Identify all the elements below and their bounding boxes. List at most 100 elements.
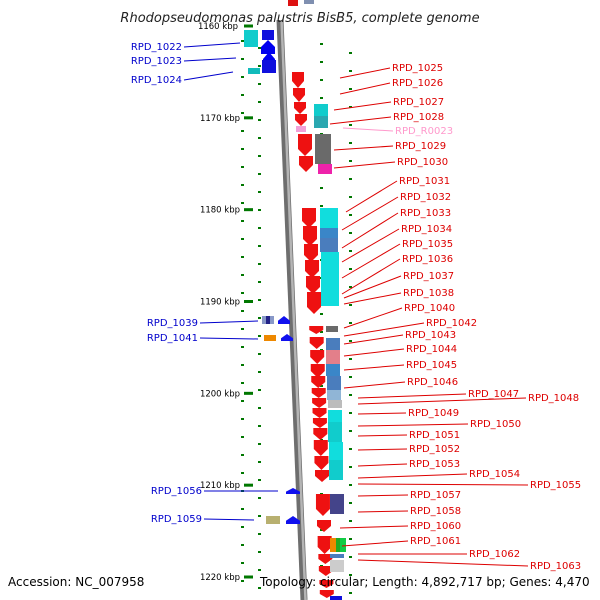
grid-dot: [349, 196, 352, 198]
right-gene-label: RPD_1034: [401, 224, 452, 235]
left-leader-line: [183, 71, 234, 81]
gene-feature: [321, 252, 339, 264]
right-gene-label: RPD_1026: [392, 78, 443, 89]
right-gene-label: RPD_1048: [528, 393, 579, 404]
gene-feature: [281, 334, 293, 341]
gene-feature: [307, 292, 321, 314]
gene-feature: [320, 238, 338, 252]
scale-tick: [244, 483, 253, 487]
gene-feature: [305, 260, 319, 278]
grid-dot: [241, 94, 244, 96]
gene-feature: [327, 376, 341, 390]
grid-dot: [241, 220, 244, 222]
right-gene-label: RPD_R0023: [395, 126, 453, 137]
grid-dot: [349, 574, 352, 576]
right-gene-label: RPD_1028: [393, 112, 444, 123]
right-leader-line: [341, 196, 399, 231]
grid-dot: [349, 124, 352, 126]
right-gene-label: RPD_1030: [397, 157, 448, 168]
grid-dot: [258, 245, 261, 247]
gene-feature: [293, 88, 305, 102]
gene-feature: [314, 116, 328, 128]
grid-dot: [349, 286, 352, 288]
right-gene-label: RPD_1033: [400, 208, 451, 219]
right-leader-line: [343, 381, 406, 389]
gene-feature: [303, 226, 317, 246]
grid-dot: [258, 389, 261, 391]
genome-summary-text: Topology: circular; Length: 4,892,717 bp…: [259, 575, 590, 589]
grid-dot: [258, 299, 261, 301]
gene-feature: [261, 40, 275, 54]
right-leader-line: [341, 258, 401, 295]
gene-feature: [340, 538, 346, 552]
right-gene-label: RPD_1058: [410, 506, 461, 517]
right-gene-label: RPD_1046: [407, 377, 458, 388]
grid-dot: [241, 238, 244, 240]
right-leader-line: [333, 161, 396, 169]
scale-ticks: 1160 kbp 1170 kbp 1180 kbp 1190 kbp 1200 kbp…: [198, 22, 253, 583]
right-leader-line: [357, 494, 409, 497]
grid-dot: [349, 268, 352, 270]
right-leader-line: [341, 540, 409, 547]
right-leader-line: [341, 228, 400, 263]
grid-dot: [241, 256, 244, 258]
grid-dot: [241, 562, 244, 564]
right-leader-line: [343, 275, 402, 299]
right-leader-line: [333, 145, 394, 151]
right-leader-line: [357, 483, 529, 486]
position-dot-grid: [241, 40, 352, 594]
grid-dot: [320, 61, 323, 63]
grid-dot: [349, 484, 352, 486]
grid-dot: [349, 214, 352, 216]
gene-feature: [330, 560, 344, 572]
gene-feature: [244, 30, 258, 47]
left-leader-line: [199, 337, 259, 340]
gene-feature: [309, 326, 324, 334]
left-gene-label: RPD_1041: [147, 333, 198, 344]
gene-feature: [286, 488, 300, 494]
grid-dot: [320, 97, 323, 99]
gene-feature: [294, 102, 306, 114]
gene-feature: [295, 114, 307, 126]
gene-feature: [318, 554, 333, 564]
right-leader-line: [343, 292, 402, 305]
gene-feature: [262, 68, 276, 73]
right-leader-line: [357, 559, 529, 567]
grid-dot: [258, 407, 261, 409]
grid-dot: [241, 400, 244, 402]
gene-feature: [262, 30, 274, 40]
gene-feature: [327, 390, 341, 400]
gene-feature: [311, 376, 326, 388]
gene-feature: [320, 208, 338, 228]
gene-feature: [248, 68, 260, 74]
grid-dot: [320, 313, 323, 315]
grid-dot: [241, 328, 244, 330]
gene-feature: [330, 554, 344, 558]
gene-feature: [315, 494, 330, 516]
gene-feature: [310, 350, 325, 364]
right-leader-line: [343, 334, 404, 345]
scale-tick-label: 1170 kbp: [200, 114, 240, 124]
grid-dot: [258, 425, 261, 427]
right-leader-line: [341, 212, 399, 249]
left-leader-line: [183, 42, 241, 48]
right-gene-label: RPD_1061: [410, 536, 461, 547]
right-gene-label: RPD_1044: [406, 344, 457, 355]
gene-feature: [315, 134, 331, 164]
chromosome-backbone: [276, 19, 308, 600]
gene-feature: [299, 156, 313, 172]
gene-feature: [310, 364, 325, 378]
grid-dot: [349, 394, 352, 396]
grid-dot: [349, 142, 352, 144]
gene-feature: [292, 72, 304, 88]
right-gene-label: RPD_1052: [409, 444, 460, 455]
grid-dot: [258, 371, 261, 373]
right-leader-line: [357, 434, 408, 437]
label-leader-lines: [183, 42, 529, 567]
gene-feature: [318, 566, 333, 576]
gene-feature: [330, 494, 344, 514]
grid-dot: [258, 65, 261, 67]
right-gene-label: RPD_1040: [404, 303, 455, 314]
right-leader-line: [357, 393, 467, 399]
grid-dot: [241, 580, 244, 582]
